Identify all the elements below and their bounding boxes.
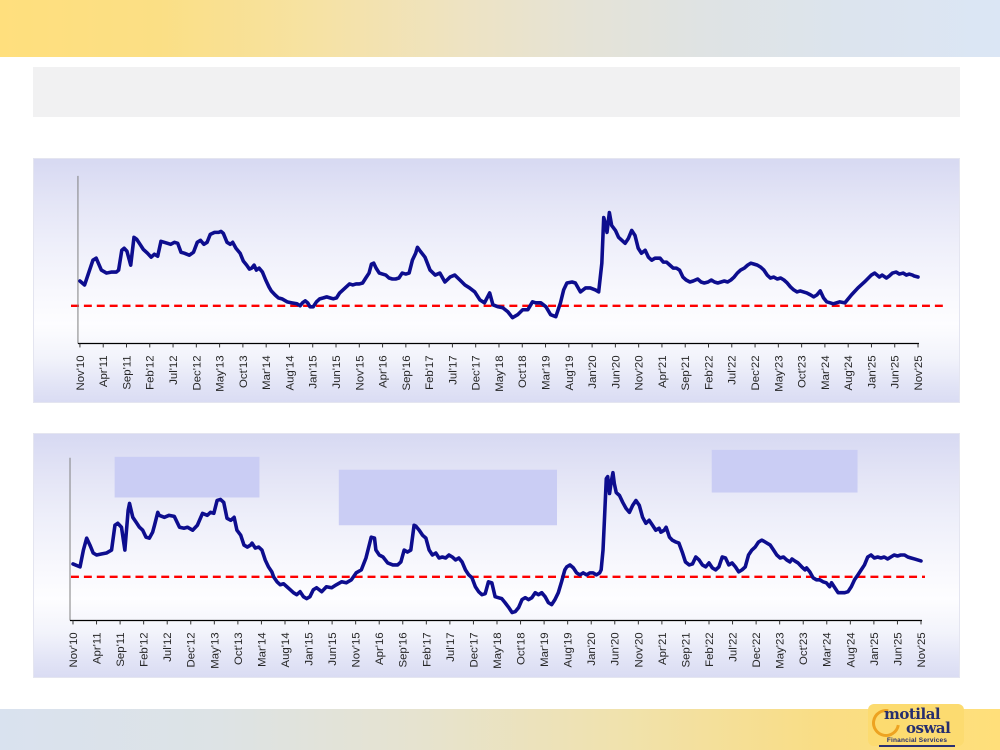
x-tick-label: Sep'11: [121, 355, 133, 389]
x-tick-label: Nov'15: [354, 355, 366, 390]
x-tick-label: Jul'22: [728, 632, 740, 661]
x-tick-label: May'23: [773, 355, 785, 391]
x-tick-label: Jan'20: [587, 355, 599, 388]
x-tick-label: Oct'18: [516, 632, 528, 665]
x-tick-label: Oct'23: [797, 355, 809, 388]
highlight-box: [711, 449, 858, 493]
x-tick-label: Jul'12: [168, 355, 180, 384]
x-tick-label: Nov'20: [633, 632, 645, 667]
x-tick-label: Nov'25: [916, 632, 928, 667]
x-tick-label: Jan'20: [586, 632, 598, 665]
x-tick-label: Jun'15: [327, 632, 339, 665]
logo-caption: Financial Services: [879, 737, 955, 747]
x-tick-label: May'18: [492, 632, 504, 668]
x-tick-label: Nov'25: [913, 355, 925, 390]
x-tick-label: Mar'14: [261, 355, 273, 389]
logo-word-2: oswal: [906, 719, 951, 737]
bottom-gradient-bar: [0, 709, 1000, 750]
top-gradient-bar: [0, 0, 1000, 57]
x-tick-label: Apr'21: [657, 355, 669, 388]
x-tick-label: Dec'12: [191, 355, 203, 390]
x-tick-label: Feb'22: [704, 632, 716, 666]
x-tick-label: Sep'16: [401, 355, 413, 390]
highlight-box: [338, 469, 558, 526]
x-tick-label: Jul'12: [162, 632, 174, 661]
x-tick-label: Sep'11: [115, 632, 127, 666]
x-tick-label: Jan'25: [866, 355, 878, 388]
x-tick-label: Mar'24: [820, 355, 832, 389]
x-tick-label: Oct'13: [238, 355, 250, 388]
x-tick-label: Dec'22: [751, 632, 763, 667]
x-tick-label: Nov'10: [68, 632, 80, 667]
x-tick-label: Apr'16: [378, 355, 390, 388]
x-tick-label: Dec'17: [471, 355, 483, 390]
x-tick-label: Apr'21: [657, 632, 669, 665]
x-tick-label: Dec'22: [750, 355, 762, 390]
x-tick-label: Sep'21: [680, 632, 692, 667]
x-tick-label: Jan'15: [304, 632, 316, 665]
x-tick-label: Aug'14: [280, 632, 292, 667]
x-tick-label: Jun'20: [610, 355, 622, 388]
x-tick-label: Jun'25: [892, 632, 904, 665]
x-tick-label: Jan'15: [308, 355, 320, 388]
x-tick-label: Apr'11: [98, 355, 110, 387]
x-tick-label: Dec'17: [468, 632, 480, 667]
x-tick-label: Oct'23: [798, 632, 810, 665]
x-tick-label: Jun'20: [610, 632, 622, 665]
x-tick-label: May'13: [215, 355, 227, 391]
x-tick-label: Mar'14: [256, 632, 268, 666]
x-tick-label: Feb'17: [424, 355, 436, 389]
data-line: [78, 210, 920, 320]
x-tick-label: Jul'17: [447, 355, 459, 384]
x-tick-label: Apr'11: [92, 632, 104, 664]
x-tick-label: May'18: [494, 355, 506, 391]
line-chart-bottom: Nov'10 Apr'11 Sep'11 Feb'12 Jul'12 Dec'12 May'…: [68, 449, 928, 669]
x-tick-label: Feb'17: [421, 632, 433, 666]
logo-word-1: motilal: [884, 705, 941, 723]
chart-panel-bottom: Nov'10 Apr'11 Sep'11 Feb'12 Jul'12 Dec'12 May'…: [33, 433, 960, 678]
x-tick-label: May'23: [775, 632, 787, 668]
x-tick-label: Mar'19: [541, 355, 553, 389]
x-tick-label: Jul'22: [727, 355, 739, 384]
x-tick-label: May'13: [209, 632, 221, 668]
x-tick-label: Sep'16: [398, 632, 410, 667]
x-tick-label: Jun'25: [890, 355, 902, 388]
x-tick-label: Nov'10: [75, 355, 87, 390]
title-placeholder-bar: [33, 67, 960, 117]
x-tick-label: Aug'24: [843, 355, 855, 390]
x-tick-label: Feb'12: [145, 355, 157, 389]
x-tick-label: Mar'19: [539, 632, 551, 666]
x-tick-label: Aug'19: [564, 355, 576, 390]
x-tick-label: Oct'13: [233, 632, 245, 665]
highlight-box: [114, 456, 260, 498]
x-tick-label: Jun'15: [331, 355, 343, 388]
x-tick-label: Aug'19: [563, 632, 575, 667]
x-tick-label: Nov'20: [634, 355, 646, 390]
x-tick-label: Jul'17: [445, 632, 457, 661]
line-chart-top: Nov'10 Apr'11 Sep'11 Feb'12 Jul'12 Dec'12 May'…: [71, 175, 944, 392]
x-tick-label: Feb'22: [703, 355, 715, 389]
x-tick-label: Oct'18: [517, 355, 529, 388]
x-tick-label: Feb'12: [139, 632, 151, 666]
x-tick-label: Mar'24: [822, 632, 834, 666]
chart-panel-top: Nov'10 Apr'11 Sep'11 Feb'12 Jul'12 Dec'12 May'…: [33, 158, 960, 403]
x-tick-label: Nov'15: [351, 632, 363, 667]
motilal-oswal-logo: motilal oswal Financial Services: [866, 703, 964, 747]
x-tick-label: Dec'12: [186, 632, 198, 667]
x-tick-label: Apr'16: [374, 632, 386, 665]
data-line: [71, 470, 923, 615]
x-tick-label: Aug'14: [284, 355, 296, 390]
x-tick-label: Aug'24: [845, 632, 857, 667]
x-tick-label: Jan'25: [869, 632, 881, 665]
x-tick-label: Sep'21: [680, 355, 692, 390]
